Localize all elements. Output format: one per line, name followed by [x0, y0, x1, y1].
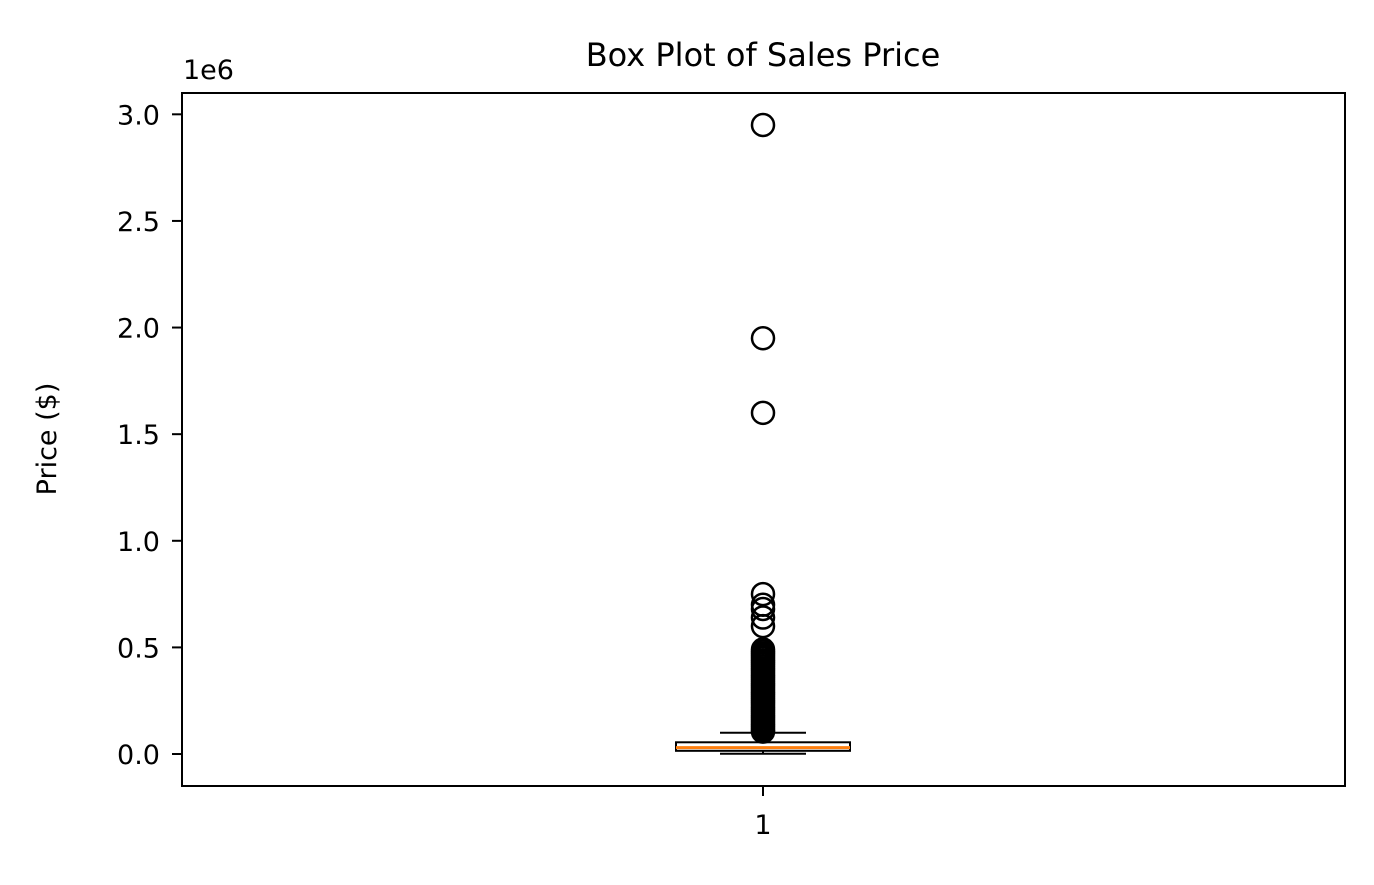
y-tick-label: 3.0: [117, 100, 160, 131]
outlier-point: [750, 400, 776, 426]
x-tick-label: 1: [754, 810, 771, 841]
y-tick-label: 2.0: [117, 314, 160, 345]
y-tick-label: 2.5: [117, 207, 160, 238]
axes-frame: [181, 92, 1346, 787]
outlier-point: [750, 637, 776, 662]
y-tick-label: 1.5: [117, 420, 160, 451]
y-axis-offset-label: 1e6: [183, 55, 234, 86]
outlier-point: [750, 112, 776, 138]
plot-area: 0.0 0.5 1.0 1.5 2.0 2.5 3.0 1: [117, 100, 851, 841]
outlier-point: [750, 592, 776, 618]
chart-title: Box Plot of Sales Price: [586, 36, 941, 74]
y-tick-label: 0.5: [117, 633, 160, 664]
outlier-point: [750, 325, 776, 351]
y-tick-label: 1.0: [117, 527, 160, 558]
outlier-point: [750, 605, 776, 630]
y-tick-label: 0.0: [117, 740, 160, 771]
outlier-point: [750, 581, 776, 607]
y-axis-label: Price ($): [32, 383, 63, 496]
